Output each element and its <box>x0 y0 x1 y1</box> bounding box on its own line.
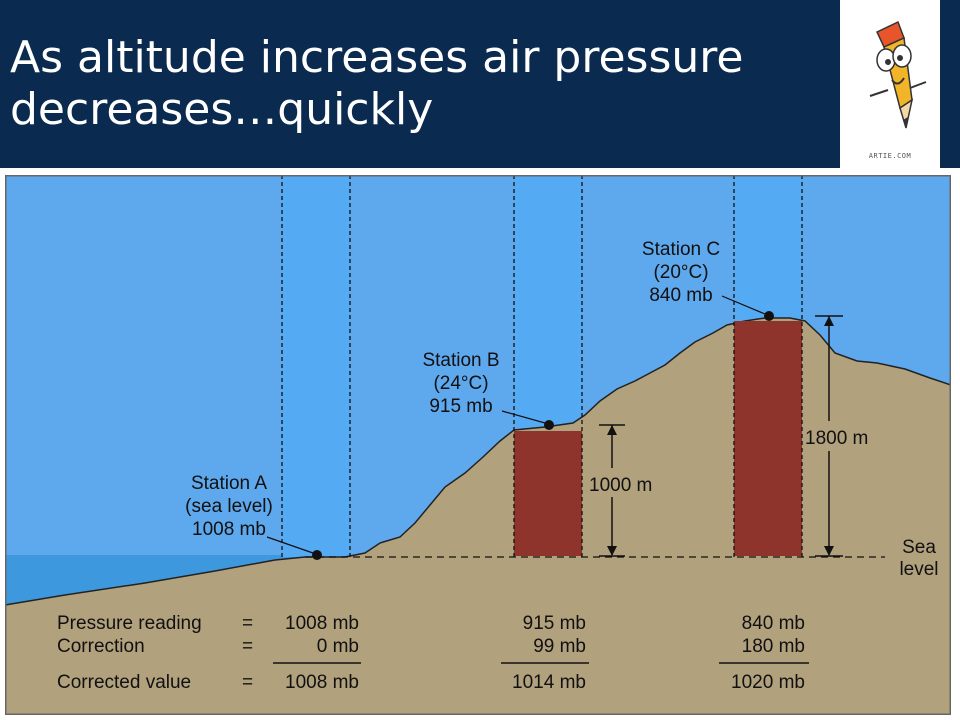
cell-c-corrected: 1020 mb <box>731 672 805 693</box>
arrowhead-b-up <box>607 425 617 435</box>
column-borders <box>281 175 803 557</box>
row-label-reading: Pressure reading <box>57 613 202 634</box>
station-c-name: Station C <box>642 239 720 260</box>
arrowhead-c-up <box>824 316 834 326</box>
logo-credit: ARTIE.COM <box>868 152 912 160</box>
arrowhead-b-down <box>607 546 617 556</box>
station-a-detail: (sea level) <box>185 496 273 517</box>
row-label-correction: Correction <box>57 636 145 657</box>
mountain-ground <box>4 317 952 716</box>
cell-b-corrected: 1014 mb <box>512 672 586 693</box>
air-column-a <box>282 175 350 557</box>
correction-table: Pressure reading Correction Corrected va… <box>57 613 809 693</box>
station-c-pressure: 840 mb <box>649 285 712 306</box>
altitude-pressure-diagram: Station A (sea level) 1008 mb Station B … <box>4 175 952 716</box>
slide-title: As altitude increases air pressure decre… <box>10 32 830 136</box>
title-line-2: decreases…quickly <box>10 84 434 135</box>
cell-c-correction: 180 mb <box>742 636 805 657</box>
row-label-corrected: Corrected value <box>57 672 191 693</box>
station-c-detail: (20°C) <box>653 262 708 283</box>
title-line-1: As altitude increases air pressure <box>10 32 744 83</box>
cell-a-reading: 1008 mb <box>285 613 359 634</box>
station-b-pressure: 915 mb <box>429 396 492 417</box>
row-eq-corrected: = <box>242 672 253 693</box>
row-eq-reading: = <box>242 613 253 634</box>
station-a-marker <box>312 550 322 560</box>
station-a-name: Station A <box>191 473 267 494</box>
diagram-svg: Station A (sea level) 1008 mb Station B … <box>4 175 952 716</box>
pencil-mascot-logo: ARTIE.COM <box>840 0 940 168</box>
figure-frame <box>5 175 951 715</box>
air-column-b <box>514 175 582 427</box>
station-b-detail: (24°C) <box>433 373 488 394</box>
station-b-name: Station B <box>422 350 499 371</box>
row-eq-correction: = <box>242 636 253 657</box>
slide-header: As altitude increases air pressure decre… <box>0 0 960 168</box>
station-a-pressure: 1008 mb <box>192 519 266 540</box>
pressure-column-b <box>514 431 582 556</box>
station-b-marker <box>544 420 554 430</box>
air-column-c <box>734 175 802 319</box>
cell-b-correction: 99 mb <box>533 636 586 657</box>
station-c-marker <box>764 311 774 321</box>
pencil-mascot-icon <box>869 20 927 129</box>
height-label-b: 1000 m <box>589 475 652 496</box>
height-label-c: 1800 m <box>805 428 868 449</box>
station-b-leader <box>501 410 546 424</box>
sea-level-label-2: level <box>899 559 938 580</box>
station-a-leader <box>266 536 314 554</box>
cell-b-reading: 915 mb <box>523 613 586 634</box>
pressure-column-c <box>734 321 802 556</box>
sea-level-label-1: Sea <box>902 537 936 558</box>
arrowhead-c-down <box>824 546 834 556</box>
cell-a-correction: 0 mb <box>317 636 359 657</box>
cell-c-reading: 840 mb <box>742 613 805 634</box>
station-c-leader <box>721 295 766 315</box>
cell-a-corrected: 1008 mb <box>285 672 359 693</box>
